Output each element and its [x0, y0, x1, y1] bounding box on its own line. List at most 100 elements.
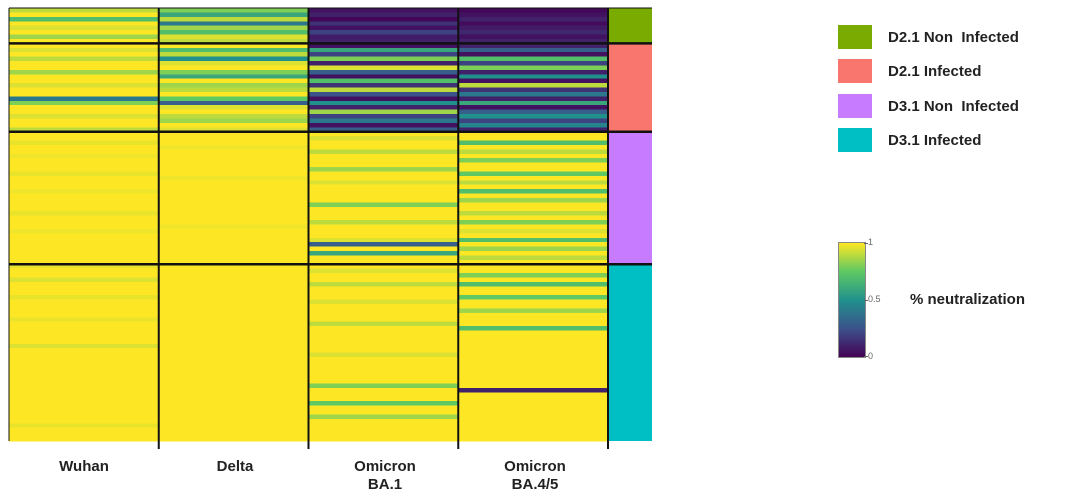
heatmap-cell	[308, 370, 459, 376]
heatmap-cell	[458, 171, 609, 177]
heatmap-cell	[9, 78, 160, 84]
heatmap-cell	[9, 127, 160, 133]
heatmap-cell	[9, 74, 160, 80]
heatmap-cell	[308, 273, 459, 279]
colorbar-title: % neutralization	[910, 291, 1026, 308]
heatmap-cell	[308, 78, 459, 84]
heatmap-cell	[158, 405, 309, 411]
heatmap-cell	[9, 295, 160, 301]
heatmap-cell	[9, 383, 160, 389]
heatmap-cell	[308, 330, 459, 336]
heatmap-cell	[308, 383, 459, 389]
heatmap-cell	[9, 317, 160, 323]
heatmap-cell	[458, 162, 609, 168]
heatmap-cell	[458, 387, 609, 393]
legend-label: D2.1 Infected	[888, 62, 982, 80]
x-label-line1: Wuhan	[59, 458, 109, 475]
heatmap-cell	[458, 281, 609, 287]
heatmap-cell	[458, 352, 609, 358]
heatmap-cell	[158, 304, 309, 309]
heatmap-cell	[308, 427, 459, 433]
heatmap-cell	[158, 259, 309, 265]
heatmap-cell	[158, 228, 309, 234]
heatmap-cell	[308, 180, 459, 186]
colorbar-tickmark-1	[864, 243, 868, 244]
heatmap-cell	[458, 392, 609, 398]
heatmap-cell	[9, 281, 160, 287]
heatmap-cell	[308, 122, 459, 128]
heatmap-cell	[9, 109, 160, 115]
heatmap-cell	[308, 418, 459, 424]
heatmap-cell	[9, 330, 160, 336]
heatmap-cell	[9, 87, 160, 93]
heatmap-cell	[458, 25, 609, 31]
heatmap-cell	[308, 91, 459, 97]
heatmap-cell	[458, 34, 609, 40]
heatmap-cell	[9, 339, 160, 345]
heatmap-cell	[458, 432, 609, 438]
heatmap-cell	[458, 78, 609, 84]
heatmap-cell	[308, 16, 459, 22]
heatmap-cell	[158, 357, 309, 362]
heatmap-cell	[9, 140, 160, 146]
legend-label: D3.1 Non Infected	[888, 97, 1019, 115]
heatmap-cell	[9, 401, 160, 407]
legend-swatch	[838, 59, 872, 83]
heatmap-cell	[158, 215, 309, 221]
heatmap-cell	[158, 255, 309, 261]
heatmap-cell	[9, 12, 160, 18]
heatmap-cell	[308, 127, 459, 133]
heatmap-cell	[308, 410, 459, 415]
heatmap-cell	[458, 410, 609, 415]
heatmap-cell	[458, 215, 609, 221]
heatmap-cell	[308, 184, 459, 190]
x-label-line2: BA.1	[367, 476, 403, 493]
heatmap-cell	[9, 410, 160, 415]
heatmap-cell	[308, 202, 459, 208]
heatmap-cell	[9, 370, 160, 376]
heatmap-cell	[9, 365, 160, 371]
heatmap-cell	[9, 242, 160, 248]
legend-label: D2.1 Non Infected	[888, 28, 1019, 46]
heatmap-cell	[308, 109, 459, 115]
heatmap-cell	[9, 91, 160, 97]
heatmap-cell	[458, 255, 609, 261]
heatmap-cell	[458, 321, 609, 327]
heatmap-cell	[458, 228, 609, 234]
heatmap-cell	[458, 326, 609, 332]
heatmap-cell	[9, 131, 160, 137]
colorbar	[838, 242, 866, 358]
heatmap-cell	[308, 25, 459, 31]
heatmap-cell	[458, 259, 609, 265]
heatmap-cell	[158, 286, 309, 292]
heatmap-cell	[458, 334, 609, 340]
heatmap-cell	[458, 286, 609, 292]
heatmap-cell	[308, 339, 459, 345]
legend-swatch	[838, 94, 872, 118]
heatmap-cell	[308, 321, 459, 327]
heatmap-cell	[158, 34, 309, 40]
heatmap-cell	[158, 436, 309, 442]
heatmap-cell	[158, 153, 309, 159]
heatmap-cell	[158, 131, 309, 137]
heatmap-cell	[158, 144, 309, 150]
heatmap-cell	[458, 264, 609, 270]
heatmap-cell	[458, 365, 609, 371]
legend-item-d31-non-infected: D3.1 Non Infected	[838, 94, 1019, 118]
heatmap-cell	[9, 268, 160, 274]
legend-swatch	[838, 25, 872, 49]
heatmap-cell	[158, 392, 309, 398]
heatmap-cell	[9, 16, 160, 22]
heatmap-cell	[9, 25, 160, 31]
heatmap-cell	[9, 61, 160, 66]
heatmap-cell	[9, 175, 160, 181]
heatmap-cell	[308, 153, 459, 159]
heatmap-cell	[158, 8, 309, 13]
heatmap-cell	[308, 290, 459, 296]
heatmap-cell	[158, 105, 309, 111]
heatmap-cell	[458, 118, 609, 124]
heatmap-cell	[158, 21, 309, 27]
heatmap-cell	[308, 21, 459, 27]
heatmap-cell	[458, 277, 609, 283]
heatmap-cell	[9, 423, 160, 429]
